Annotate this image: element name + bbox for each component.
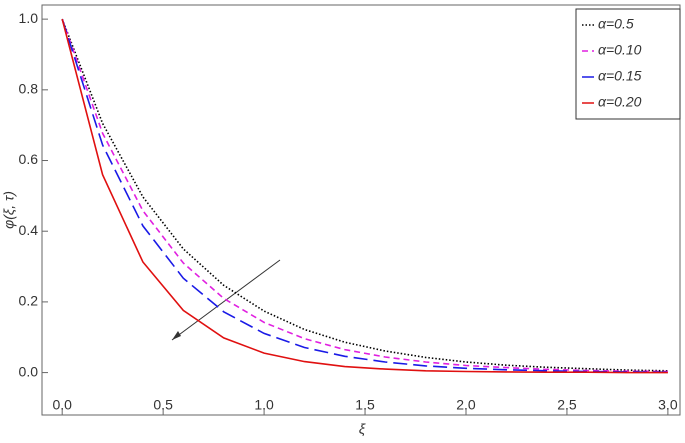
x-tick-label: 1.5 [355,397,375,413]
legend-label: α=0.5 [598,16,634,32]
legend: α=0.5 α=0.10 α=0.15 α=0.20 [575,8,681,120]
x-axis-label: ξ [359,421,366,437]
series-line [61,18,668,373]
legend-label: α=0.20 [598,94,642,110]
x-tick-label: 2.5 [557,397,577,413]
series-line [61,18,668,373]
legend-label: α=0.15 [598,68,642,84]
y-tick-label: 0.6 [19,151,39,167]
x-tick-label: 1.0 [254,397,274,413]
y-axis-label: φ(ξ, τ) [1,191,17,229]
legend-label: α=0.10 [598,42,642,58]
y-tick-label: 0.2 [19,293,39,309]
x-tick-label: 2.0 [456,397,476,413]
x-tick-label: 0.5 [153,397,173,413]
y-tick-label: 0.0 [19,363,39,379]
legend-box [575,8,681,120]
series-line [61,18,668,374]
plot-frame [41,4,681,416]
x-tick-label: 0.0 [52,397,72,413]
y-tick-label: 0.8 [19,81,39,97]
series-line [61,18,668,372]
x-tick-label: 3.0 [658,397,678,413]
y-tick-label: 0.4 [19,222,39,238]
y-tick-label: 1.0 [19,10,39,26]
